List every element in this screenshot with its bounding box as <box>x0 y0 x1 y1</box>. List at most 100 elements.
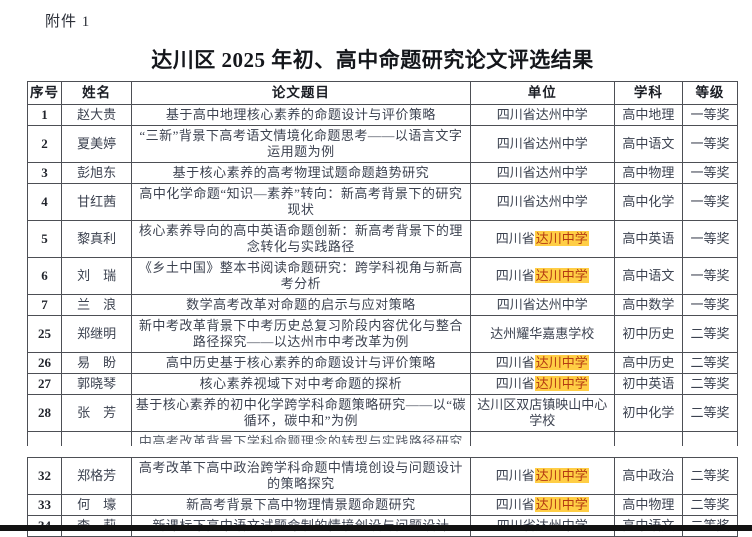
paper-title-text: 核心素养导向的高中英语命题创新：新高考背景下的理念转化与实践路径 <box>138 223 463 254</box>
table-header-row: 序号 姓名 论文题目 单位 学科 等级 <box>26 81 739 105</box>
cell-unit: 四川省达州中学 <box>469 162 615 184</box>
cell-index: 2 <box>26 125 63 163</box>
cell-name: 郑格芳 <box>61 457 133 495</box>
table-row: 25 郑继明 新中考改革背景下中考历史总复习阶段内容优化与整合路径探究——以达州市中… <box>26 315 739 353</box>
highlighted-school: 达川中学 <box>534 468 589 483</box>
cell-unit: 四川省达川中学 <box>469 373 615 395</box>
cell-unit: 达州耀华嘉惠学校 <box>469 315 615 353</box>
cell-award: 二等奖 <box>681 352 739 374</box>
paper-title-text: 《乡土中国》整本书阅读命题研究：跨学科视角与新高考分析 <box>138 260 463 291</box>
column-header-no: 序号 <box>26 81 63 105</box>
table-row: 中高考改革背景下学科命题理念的转型与实践路径研究 <box>26 431 739 446</box>
paper-title-text: 数学高考改革对命题的启示与应对策略 <box>186 297 416 312</box>
attachment-label: 附件 1 <box>45 14 91 30</box>
scan-edge-bar <box>0 525 752 531</box>
paper-title-text: “三新”背景下高考语文情境化命题思考——以语言文字运用题为例 <box>139 128 463 159</box>
cell-award: 一等奖 <box>681 257 739 295</box>
cell-unit: 四川省达川中学 <box>469 257 615 295</box>
cell-index: 6 <box>26 257 63 295</box>
cell-unit: 四川省达川中学 <box>469 457 615 495</box>
cell-index: 25 <box>26 315 63 353</box>
cell-award <box>681 431 739 446</box>
cell-title: 高中化学命题“知识—素养”转向：新高考背景下的研究现状 <box>131 183 471 221</box>
unit-prefix: 四川省 <box>495 376 535 391</box>
cell-award: 二等奖 <box>681 373 739 395</box>
column-header-award: 等级 <box>681 81 739 105</box>
cell-title: 核心素养视域下对中考命题的探析 <box>131 373 471 395</box>
paper-title-text: 高考改革下高中政治跨学科命题中情境创设与问题设计的策略探究 <box>138 460 463 491</box>
cell-award: 二等奖 <box>681 315 739 353</box>
column-header-name: 姓名 <box>61 81 133 105</box>
cell-unit: 四川省达川中学 <box>469 220 615 258</box>
paper-title-text: 高中化学命题“知识—素养”转向：新高考背景下的研究现状 <box>139 186 463 217</box>
cell-subject <box>613 431 683 446</box>
paper-title-text: 基于核心素养的初中化学跨学科命题策略研究——以“碳循环，碳中和”为例 <box>135 397 467 428</box>
cell-name: 郭晓琴 <box>61 373 133 395</box>
highlighted-school: 达川中学 <box>534 376 589 391</box>
paper-title-text: 新中考改革背景下中考历史总复习阶段内容优化与整合路径探究——以达州市中考改革为例 <box>138 318 463 349</box>
cell-subject: 初中化学 <box>613 394 683 432</box>
cell-award: 二等奖 <box>681 494 739 516</box>
paper-title-text: 高中历史基于核心素养的命题设计与评价策略 <box>165 355 436 370</box>
cell-award: 一等奖 <box>681 104 739 126</box>
paper-title-text: 核心素养视域下对中考命题的探析 <box>199 376 403 391</box>
cell-subject: 高中化学 <box>613 183 683 221</box>
cell-award: 一等奖 <box>681 162 739 184</box>
cell-subject: 高中语文 <box>613 257 683 295</box>
paper-title-text: 基于高中地理核心素养的命题设计与评价策略 <box>165 107 436 122</box>
cell-subject: 高中地理 <box>613 104 683 126</box>
column-header-subject: 学科 <box>613 81 683 105</box>
cell-title: 新高考背景下高中物理情景题命题研究 <box>131 494 471 516</box>
cell-award: 一等奖 <box>681 183 739 221</box>
table-row: 5 黎真利 核心素养导向的高中英语命题创新：新高考背景下的理念转化与实践路径 四川省达… <box>26 220 739 258</box>
table-row: 27 郭晓琴 核心素养视域下对中考命题的探析 四川省达川中学 初中英语 二等奖 <box>26 373 739 395</box>
cell-name: 赵大贵 <box>61 104 133 126</box>
cell-award: 一等奖 <box>681 220 739 258</box>
table-row: 3 彭旭东 基于核心素养的高考物理试题命题趋势研究 四川省达州中学 高中物理 一等奖 <box>26 162 739 184</box>
cell-index: 33 <box>26 494 63 516</box>
table-row: 26 易 盼高中历史基于核心素养的命题设计与评价策略 四川省达川中学 高中历史 二等奖 <box>26 352 739 374</box>
table-row: 28 张 芳基于核心素养的初中化学跨学科命题策略研究——以“碳循环，碳中和”为例达… <box>26 394 739 432</box>
cell-unit: 四川省达州中学 <box>469 183 615 221</box>
cell-subject: 高中政治 <box>613 457 683 495</box>
cell-unit: 四川省达州中学 <box>469 125 615 163</box>
cell-subject: 高中历史 <box>613 352 683 374</box>
cell-name: 甘红茜 <box>61 183 133 221</box>
unit-prefix: 四川省 <box>495 355 535 370</box>
paper-title-text: 中高考改革背景下学科命题理念的转型与实践路径研究 <box>138 434 463 444</box>
cell-title: 高考改革下高中政治跨学科命题中情境创设与问题设计的策略探究 <box>131 457 471 495</box>
cell-award: 二等奖 <box>681 457 739 495</box>
cell-name: 黎真利 <box>61 220 133 258</box>
paper-title-text: 新高考背景下高中物理情景题命题研究 <box>186 497 416 512</box>
cell-name <box>61 431 133 446</box>
cell-title: 高中历史基于核心素养的命题设计与评价策略 <box>131 352 471 374</box>
results-table-top: 序号 姓名 论文题目 单位 学科 等级 1 赵大贵 基于高中地理核心素养的命题设计与… <box>26 81 739 446</box>
cell-title: 基于高中地理核心素养的命题设计与评价策略 <box>131 104 471 126</box>
cell-subject: 高中英语 <box>613 220 683 258</box>
column-header-title: 论文题目 <box>131 81 471 105</box>
cell-index: 28 <box>26 394 63 432</box>
paper-title-text: 基于核心素养的高考物理试题命题趋势研究 <box>172 165 430 180</box>
unit-prefix: 四川省 <box>495 231 535 246</box>
cell-title: 数学高考改革对命题的启示与应对策略 <box>131 294 471 316</box>
unit-prefix: 四川省 <box>495 268 535 283</box>
unit-prefix: 四川省 <box>495 468 535 483</box>
cell-index: 3 <box>26 162 63 184</box>
cell-award: 一等奖 <box>681 294 739 316</box>
column-header-unit: 单位 <box>469 81 615 105</box>
cell-title: 基于核心素养的初中化学跨学科命题策略研究——以“碳循环，碳中和”为例 <box>131 394 471 432</box>
cell-title: “三新”背景下高考语文情境化命题思考——以语言文字运用题为例 <box>131 125 471 163</box>
cell-subject: 高中物理 <box>613 494 683 516</box>
cell-unit: 四川省达川中学 <box>469 352 615 374</box>
cell-title: 《乡土中国》整本书阅读命题研究：跨学科视角与新高考分析 <box>131 257 471 295</box>
cell-title: 核心素养导向的高中英语命题创新：新高考背景下的理念转化与实践路径 <box>131 220 471 258</box>
highlighted-school: 达川中学 <box>534 268 589 283</box>
cell-subject: 初中英语 <box>613 373 683 395</box>
cell-index: 4 <box>26 183 63 221</box>
highlighted-school: 达川中学 <box>534 497 589 512</box>
cell-unit: 四川省达州中学 <box>469 104 615 126</box>
cell-award: 二等奖 <box>681 394 739 432</box>
results-table-bottom: 32 郑格芳 高考改革下高中政治跨学科命题中情境创设与问题设计的策略探究 四川省达川中… <box>26 457 739 537</box>
